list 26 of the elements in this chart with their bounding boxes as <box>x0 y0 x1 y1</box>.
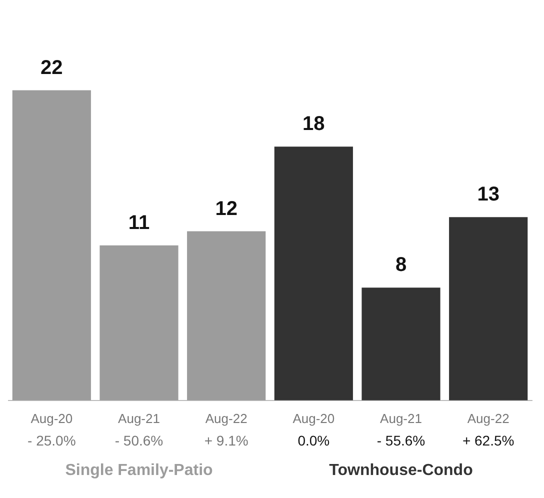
data-label: 22 <box>40 56 63 79</box>
data-label: 8 <box>395 254 407 276</box>
data-label: 12 <box>215 198 238 220</box>
x-tick-label: Aug-22 <box>205 410 248 426</box>
bar <box>187 231 266 400</box>
text: - 55.6% <box>376 432 426 448</box>
bar <box>274 146 353 400</box>
bar <box>449 217 528 400</box>
data-label: 11 <box>128 212 150 234</box>
x-tick-label: Aug-21 <box>118 410 160 426</box>
data-label: 13 <box>477 184 500 206</box>
x-tick-label: Aug-20 <box>30 410 73 426</box>
text: + 9.1% <box>204 432 248 448</box>
text: 0.0% <box>298 432 330 448</box>
data-label: 18 <box>302 113 325 136</box>
x-tick-label: Aug-20 <box>292 410 335 426</box>
text: Single Family-Patio <box>65 462 214 479</box>
text: Townhouse-Condo <box>329 462 474 479</box>
x-tick-label: Aug-22 <box>467 410 510 426</box>
text: + 62.5% <box>462 432 514 448</box>
bar <box>12 90 91 400</box>
text: - 50.6% <box>114 432 164 448</box>
bar <box>100 245 178 400</box>
bar <box>362 288 440 400</box>
text: - 25.0% <box>28 432 76 448</box>
x-tick-label: Aug-21 <box>380 410 422 426</box>
